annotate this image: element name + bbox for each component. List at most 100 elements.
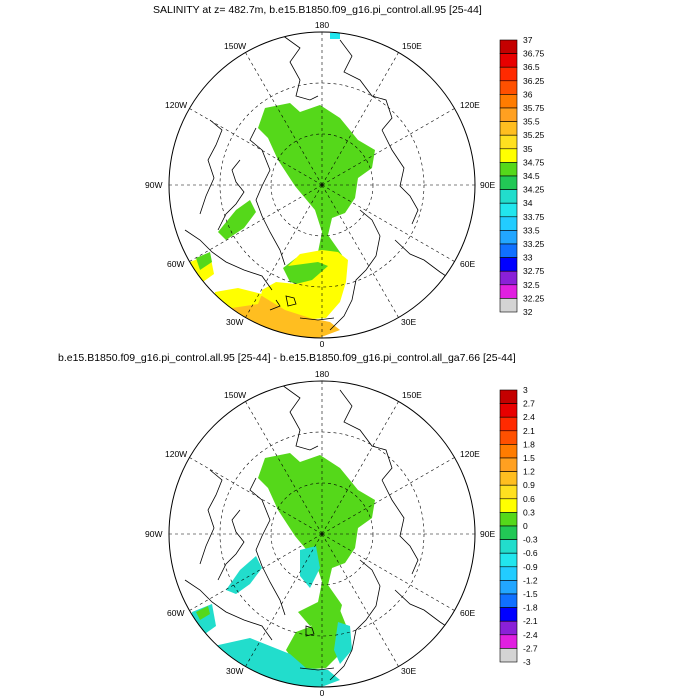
bottom-colorbar-label-4: 1.8	[523, 439, 535, 449]
bottom-colorbar-box-11	[499, 539, 518, 554]
top-colorbar-label-0: 37	[523, 35, 533, 45]
top-colorbar-label-10: 34.5	[523, 171, 540, 181]
bottom-colorbar-box-6	[499, 471, 518, 486]
top-colorbar-box-3	[499, 80, 518, 95]
bottom-lon-label-150e: 150E	[402, 390, 422, 400]
labrador-green	[196, 252, 212, 270]
bottom-colorbar-box-19	[499, 648, 518, 663]
bottom-colorbar-label-11: -0.3	[523, 535, 538, 545]
top-colorbar-label-7: 35.25	[523, 130, 545, 140]
top-plot-title: SALINITY at z= 482.7m, b.e15.B1850.f09_g…	[153, 4, 482, 16]
top-colorbar-label-19: 32.25	[523, 293, 545, 303]
top-colorbar: 37 36.75 36.5 36.25 36 35.75 35.5 35.25 35 34.75 3…	[499, 35, 545, 317]
bottom-colorbar-box-10	[499, 525, 518, 540]
bottom-nordic-fill	[286, 604, 348, 670]
bottom-colorbar-label-8: 0.6	[523, 494, 535, 504]
bottom-lon-label-150w: 150W	[224, 390, 246, 400]
bottom-lon-label-60w: 60W	[167, 608, 184, 618]
bottom-plot-title: b.e15.B1850.f09_g16.pi_control.all.95 [2…	[58, 352, 516, 364]
top-colorbar-label-5: 35.75	[523, 103, 545, 113]
top-panel: 180 150E 120E 90E 60E 30E 0 30W 60W 90W …	[145, 20, 545, 349]
top-colorbar-box-1	[499, 53, 518, 68]
bottom-colorbar-box-9	[499, 512, 518, 527]
top-colorbar-box-8	[499, 148, 518, 163]
top-colorbar-box-15	[499, 243, 518, 258]
top-colorbar-box-14	[499, 230, 518, 245]
bottom-graticule	[169, 381, 475, 687]
top-colorbar-box-18	[499, 284, 518, 299]
bottom-lon-label-120e: 120E	[460, 449, 480, 459]
top-colorbar-box-4	[499, 94, 518, 109]
bottom-map-field	[169, 381, 475, 687]
bottom-colorbar-box-15	[499, 593, 518, 608]
top-colorbar-box-19	[499, 298, 518, 313]
top-colorbar-box-12	[499, 202, 518, 218]
bottom-colorbar-label-20: -3	[523, 657, 531, 667]
top-lon-label-0: 0	[320, 339, 325, 349]
top-map-border	[168, 31, 476, 339]
bottom-colorbar-box-4	[499, 444, 518, 459]
top-lon-label-60e: 60E	[460, 259, 475, 269]
top-colorbar-label-16: 33	[523, 253, 533, 263]
top-colorbar-label-13: 33.75	[523, 212, 545, 222]
bottom-colorbar-label-1: 2.7	[523, 399, 535, 409]
bottom-colorbar-label-13: -0.9	[523, 562, 538, 572]
top-colorbar-box-13	[499, 216, 518, 231]
top-colorbar-box-5	[499, 107, 518, 122]
bottom-colorbar-box-14	[499, 580, 518, 595]
top-colorbar-label-2: 36.5	[523, 62, 540, 72]
bottom-colorbar-label-17: -2.1	[523, 616, 538, 626]
baffin-fill	[218, 200, 256, 240]
top-colorbar-box-9	[499, 162, 518, 177]
top-colorbar-label-1: 36.75	[523, 49, 545, 59]
bottom-panel: 180 150E 120E 90E 60E 30E 0 30W 60W 90W …	[145, 369, 538, 698]
bottom-colorbar-label-9: 0.3	[523, 507, 535, 517]
bottom-colorbar-box-5	[499, 457, 518, 472]
bottom-colorbar-box-8	[499, 498, 518, 513]
top-colorbar-label-17: 32.75	[523, 266, 545, 276]
bottom-colorbar-label-15: -1.5	[523, 589, 538, 599]
bottom-colorbar-box-12	[499, 552, 518, 568]
top-colorbar-label-18: 32.5	[523, 280, 540, 290]
top-colorbar-label-9: 34.75	[523, 157, 545, 167]
bottom-map-border	[168, 380, 476, 688]
bottom-colorbar-label-12: -0.6	[523, 548, 538, 558]
bottom-colorbar-box-0	[499, 389, 518, 404]
nordic-seas-fill	[260, 250, 348, 320]
bottom-lon-label-120w: 120W	[165, 449, 187, 459]
top-colorbar-label-20: 32	[523, 307, 533, 317]
bottom-colorbar-label-6: 1.2	[523, 467, 535, 477]
bottom-colorbar-box-17	[499, 620, 518, 636]
bottom-colorbar-label-2: 2.4	[523, 412, 535, 422]
top-lon-label-90w: 90W	[145, 180, 162, 190]
top-lon-label-120w: 120W	[165, 100, 187, 110]
bottom-coastlines	[184, 384, 461, 681]
bottom-colorbar-label-14: -1.2	[523, 575, 538, 585]
top-colorbar-box-0	[499, 39, 518, 54]
top-colorbar-label-4: 36	[523, 89, 533, 99]
bottom-colorbar-box-3	[499, 430, 518, 445]
bottom-lon-label-0: 0	[320, 688, 325, 698]
top-colorbar-box-11	[499, 189, 518, 204]
bottom-colorbar-box-1	[499, 403, 518, 418]
top-colorbar-label-8: 35	[523, 144, 533, 154]
bottom-colorbar-label-10: 0	[523, 521, 528, 531]
top-lon-label-30e: 30E	[401, 317, 416, 327]
bottom-arctic-basin-fill	[258, 453, 375, 626]
top-graticule	[169, 32, 475, 338]
bottom-colorbar-box-13	[499, 566, 518, 581]
top-lon-label-180: 180	[315, 20, 329, 30]
bottom-barents-cyan	[300, 546, 320, 588]
top-colorbar-label-14: 33.5	[523, 225, 540, 235]
bottom-colorbar-label-3: 2.1	[523, 426, 535, 436]
top-colorbar-label-3: 36.25	[523, 76, 545, 86]
top-lon-label-150e: 150E	[402, 41, 422, 51]
bottom-baffin-cyan	[226, 556, 262, 594]
bottom-labrador-green	[196, 606, 210, 620]
top-colorbar-label-12: 34	[523, 198, 533, 208]
bottom-colorbar-label-7: 0.9	[523, 480, 535, 490]
top-lon-label-90e: 90E	[480, 180, 495, 190]
bottom-colorbar-label-18: -2.4	[523, 630, 538, 640]
bottom-colorbar: 3 2.7 2.4 2.1 1.8 1.5 1.2 0.9 0.6 0.3 0 -0.3 -0.6 -0.…	[499, 385, 538, 667]
top-lon-label-120e: 120E	[460, 100, 480, 110]
